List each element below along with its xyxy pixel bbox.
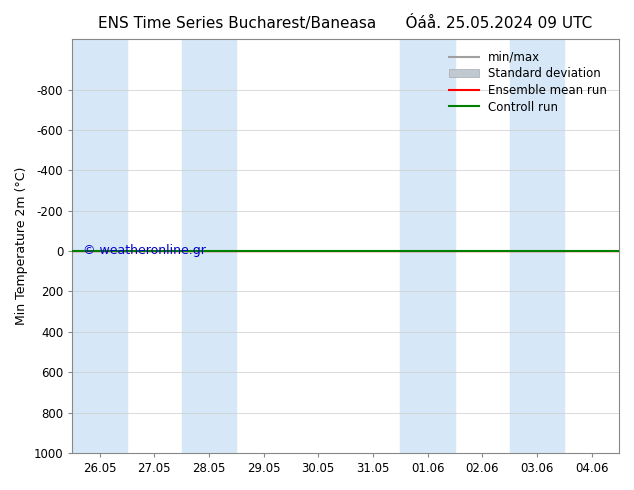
Bar — [181, 39, 236, 453]
Bar — [400, 39, 455, 453]
Bar — [72, 39, 127, 453]
Legend: min/max, Standard deviation, Ensemble mean run, Controll run: min/max, Standard deviation, Ensemble me… — [443, 45, 613, 120]
Y-axis label: Min Temperature 2m (°C): Min Temperature 2m (°C) — [15, 167, 28, 325]
Title: ENS Time Series Bucharest/Baneasa      Óáå. 25.05.2024 09 UTC: ENS Time Series Bucharest/Baneasa Óáå. 2… — [98, 15, 593, 31]
Text: © weatheronline.gr: © weatheronline.gr — [83, 244, 206, 257]
Bar — [510, 39, 564, 453]
